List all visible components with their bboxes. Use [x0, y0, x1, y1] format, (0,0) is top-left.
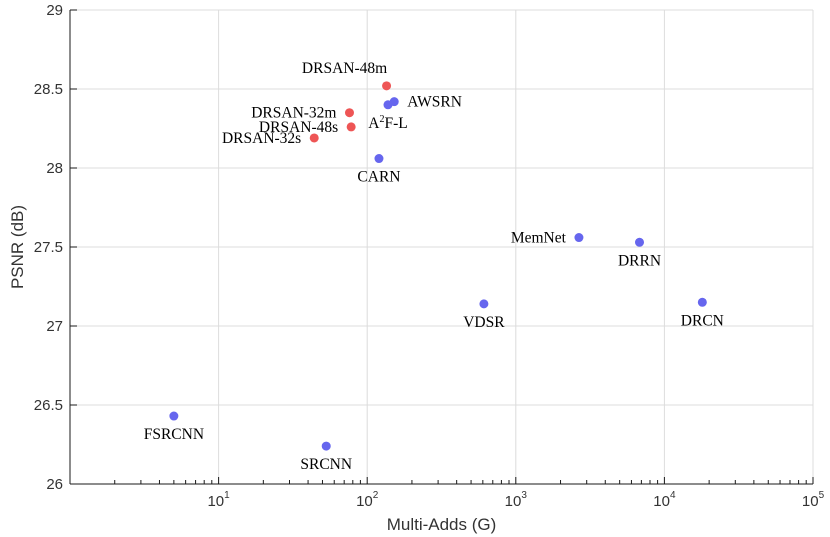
x-tick-label: 104 [653, 490, 676, 510]
point-label: DRSAN-32m [251, 105, 336, 122]
data-point [309, 133, 319, 143]
x-tick-label: 101 [207, 490, 230, 510]
data-point [383, 100, 393, 110]
data-point [697, 297, 707, 307]
data-point [635, 237, 645, 247]
data-point [374, 154, 384, 164]
x-tick-label: 102 [356, 490, 379, 510]
data-point [479, 299, 489, 309]
point-label: SRCNN [300, 456, 352, 473]
grid [70, 9, 814, 485]
point-label: MemNet [511, 230, 567, 247]
point-label: DRRN [618, 252, 661, 269]
point-label: VDSR [463, 314, 505, 331]
point-label: FSRCNN [144, 426, 204, 443]
data-point [346, 122, 356, 132]
x-tick-label: 103 [505, 490, 528, 510]
axes: Multi-Adds (G) PSNR (dB) 101 102 103 104 105… [8, 2, 825, 534]
point-label: DRSAN-48s [259, 119, 338, 136]
point-label: DRSAN-32s [222, 130, 301, 147]
data-point [344, 108, 354, 118]
y-tick-label: 28 [46, 160, 63, 177]
y-tick-label: 26.5 [34, 397, 63, 414]
y-tick-label: 27.5 [34, 239, 63, 256]
x-tick-label: 105 [802, 490, 825, 510]
x-axis-label: Multi-Adds (G) [387, 515, 497, 534]
data-point [574, 233, 584, 243]
y-tick-label: 28.5 [34, 81, 63, 98]
y-tick-label: 27 [46, 318, 63, 335]
point-label: AWSRN [407, 94, 462, 111]
data-point [382, 81, 392, 91]
y-tick-label: 29 [46, 2, 63, 19]
point-label: A2F-L [368, 114, 407, 132]
data-points [169, 81, 707, 451]
y-axis-label: PSNR (dB) [8, 205, 27, 289]
point-label: CARN [357, 169, 400, 186]
data-point [321, 441, 331, 451]
y-tick-label: 26 [46, 476, 63, 493]
point-label: DRCN [681, 312, 724, 329]
data-point [169, 411, 179, 421]
point-label: DRSAN-48m [302, 60, 387, 77]
